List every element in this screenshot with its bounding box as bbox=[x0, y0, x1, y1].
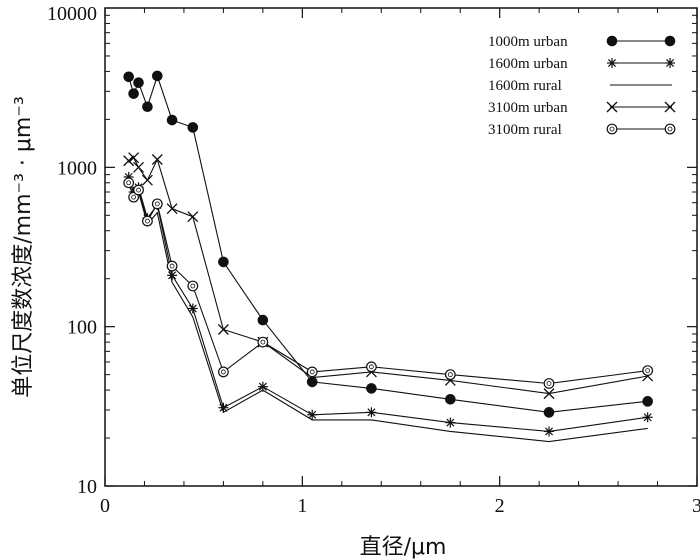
series-2-point bbox=[257, 381, 268, 392]
series-5-point bbox=[133, 184, 144, 196]
legend-item: 1600m urban bbox=[488, 56, 675, 72]
x-tick-label: 1 bbox=[297, 495, 307, 517]
series-4-point bbox=[187, 211, 199, 223]
series-5-point bbox=[187, 280, 199, 292]
series-2 bbox=[123, 171, 653, 437]
series-5-point bbox=[306, 366, 318, 378]
legend-item: 3100m urban bbox=[488, 100, 676, 116]
series-2-point bbox=[544, 426, 554, 437]
series-1-point bbox=[642, 396, 653, 407]
y-tick-label: 10 bbox=[77, 476, 97, 498]
series-5-point bbox=[151, 198, 163, 210]
series-5-point bbox=[444, 369, 456, 381]
series-4-point bbox=[217, 324, 229, 335]
series-4-point bbox=[128, 152, 140, 164]
legend-marker bbox=[664, 35, 676, 47]
series-1-point bbox=[218, 256, 229, 268]
legend-label: 1000m urban bbox=[488, 34, 568, 50]
series-1-line bbox=[128, 74, 648, 413]
series-2-point bbox=[366, 407, 377, 418]
y-tick-label: 1000 bbox=[57, 157, 97, 179]
legend-marker bbox=[664, 123, 676, 135]
series-4-point bbox=[133, 161, 145, 173]
legend-item: 1600m rural bbox=[488, 78, 672, 94]
series-1-point bbox=[187, 122, 199, 133]
series-1-point bbox=[128, 88, 139, 99]
x-axis-title: 直径/μm bbox=[360, 535, 447, 560]
x-tick-label: 2 bbox=[495, 495, 505, 517]
series-4-point bbox=[151, 154, 163, 165]
series-5-point bbox=[166, 260, 178, 272]
x-tick-label: 0 bbox=[100, 495, 110, 517]
legend: 1000m urban 1600m urban 1600m rural 3100m u… bbox=[488, 34, 676, 138]
series-5-point bbox=[217, 366, 229, 378]
legend-marker bbox=[606, 123, 618, 135]
legend-marker bbox=[606, 35, 618, 47]
series-5 bbox=[123, 177, 654, 389]
y-tick-label: 100 bbox=[67, 317, 97, 339]
series-5-point bbox=[642, 365, 654, 376]
legend-marker bbox=[665, 58, 675, 68]
legend-label: 3100m rural bbox=[488, 122, 562, 138]
legend-marker bbox=[664, 101, 676, 113]
series-5-point bbox=[366, 361, 377, 373]
series-1-point bbox=[123, 71, 134, 83]
series-1-point bbox=[543, 407, 555, 418]
series-1-point bbox=[306, 376, 318, 388]
series-1-point bbox=[142, 101, 153, 113]
x-tick-label: 3 bbox=[692, 495, 700, 517]
series-1 bbox=[123, 70, 653, 418]
legend-item: 1000m urban bbox=[488, 34, 676, 50]
series-1-point bbox=[151, 70, 163, 82]
series-5-point bbox=[123, 177, 135, 189]
series-3 bbox=[128, 178, 648, 443]
series-2-point bbox=[445, 417, 456, 428]
series-layer bbox=[123, 70, 654, 443]
series-2-point bbox=[187, 303, 198, 314]
series-5-point bbox=[142, 215, 153, 227]
legend-marker bbox=[607, 58, 617, 68]
plot-frame bbox=[104, 7, 698, 487]
legend-item: 3100m rural bbox=[488, 122, 676, 138]
series-2-point bbox=[642, 412, 653, 423]
legend-label: 3100m urban bbox=[488, 100, 568, 116]
y-tick-label: 10000 bbox=[47, 3, 97, 25]
ticks-layer: 0 1 2 3 10 100 1000 10000 bbox=[47, 3, 700, 517]
series-1-point bbox=[257, 314, 269, 326]
legend-label: 1600m urban bbox=[488, 56, 568, 72]
series-1-point bbox=[366, 383, 377, 394]
series-4-point bbox=[166, 203, 178, 215]
series-1-point bbox=[133, 77, 144, 88]
series-5-point bbox=[257, 336, 269, 348]
legend-marker bbox=[606, 101, 618, 113]
series-4 bbox=[123, 152, 654, 400]
legend-label: 1600m rural bbox=[488, 78, 562, 94]
series-4-point bbox=[543, 388, 555, 400]
y-axis-title: 单位尺度数浓度/mm⁻³ · μm⁻³ bbox=[11, 96, 36, 398]
series-2-point bbox=[167, 270, 178, 281]
series-2-point bbox=[307, 409, 318, 420]
series-5-point bbox=[543, 378, 555, 389]
series-4-point bbox=[141, 174, 153, 186]
series-4-point bbox=[123, 155, 135, 167]
series-3-line bbox=[128, 178, 648, 443]
series-1-point bbox=[166, 114, 178, 126]
series-1-point bbox=[445, 394, 456, 405]
series-2-line bbox=[128, 176, 648, 432]
